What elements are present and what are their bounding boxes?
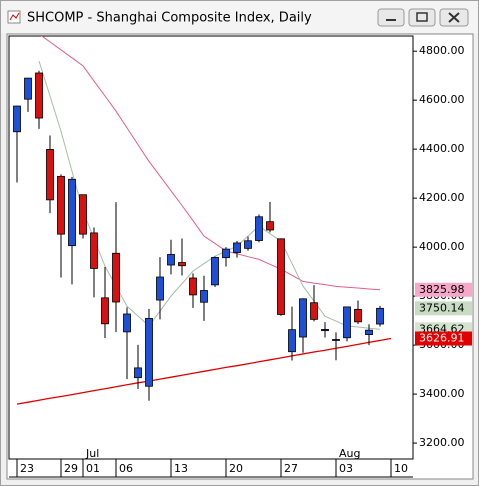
max-button[interactable]	[408, 8, 436, 27]
overlay-line	[40, 36, 381, 291]
y-tick-label: 3400.00	[419, 387, 465, 400]
price-tag: 3626.91	[419, 332, 465, 345]
price-tag-bg	[415, 282, 472, 297]
price-tag-bg	[415, 301, 472, 316]
x-tick-label: 23	[20, 462, 34, 475]
app-icon-graph	[9, 12, 20, 21]
candle-body	[156, 276, 164, 301]
candle-body	[145, 318, 153, 387]
candle-body	[178, 262, 186, 267]
candle-body	[189, 277, 197, 296]
x-tick-label: 29	[64, 462, 78, 475]
x-tick-label: 01	[86, 462, 100, 475]
app-icon	[7, 10, 21, 24]
candle-body	[167, 254, 175, 266]
candle-body	[233, 242, 241, 253]
overlay-line	[16, 337, 392, 405]
candle-body	[288, 329, 296, 353]
candle-body	[244, 240, 252, 249]
x-tick-label: 27	[284, 462, 298, 475]
candle-body	[123, 313, 131, 333]
plot-layer	[13, 36, 392, 405]
candle-body	[46, 149, 54, 201]
y-tick-label: 4200.00	[419, 191, 465, 204]
candle-body	[365, 329, 373, 335]
candle-body	[332, 339, 340, 341]
candle-body	[90, 232, 98, 269]
candle-body	[255, 216, 263, 241]
y-tick-label: 4000.00	[419, 240, 465, 253]
candle-body	[24, 77, 32, 100]
candle-body	[266, 221, 274, 231]
close-button[interactable]	[439, 8, 469, 27]
x-tick-label: 10	[394, 462, 408, 475]
candle-body	[321, 329, 329, 332]
candle-body	[354, 308, 362, 323]
candle-body	[101, 297, 109, 325]
candle-body	[343, 306, 351, 339]
price-tag: 3825.98	[419, 283, 465, 296]
plot-area	[8, 35, 414, 460]
y-tick-label: 3200.00	[419, 436, 465, 449]
x-tick-label: 06	[119, 462, 133, 475]
y-tick-label: 4800.00	[419, 44, 465, 57]
candle-body	[200, 290, 208, 303]
x-tick-label: 13	[174, 462, 188, 475]
candle-body	[376, 307, 384, 325]
x-tick-label: 03	[339, 462, 353, 475]
candle-body	[277, 238, 285, 315]
x-tick-label: 20	[229, 462, 243, 475]
candle-body	[211, 257, 219, 286]
month-label: Jul	[85, 447, 99, 460]
candle-body	[13, 105, 21, 133]
month-label: Aug	[339, 447, 360, 460]
window-title: SHCOMP - Shanghai Composite Index, Daily	[27, 11, 312, 26]
min-button[interactable]	[377, 8, 405, 27]
candle-body	[112, 252, 120, 303]
price-tag: 3750.14	[419, 301, 465, 314]
candle-body	[79, 194, 87, 235]
candle-body	[222, 248, 230, 259]
y-tick-label: 4400.00	[419, 142, 465, 155]
candle-body	[57, 175, 65, 235]
candle-body	[310, 302, 318, 320]
candle-body	[134, 367, 142, 379]
y-tick-label: 4600.00	[419, 93, 465, 106]
price-tag-bg	[415, 331, 472, 346]
candle-body	[299, 298, 307, 338]
candle-body	[68, 178, 76, 247]
candle-body	[35, 72, 43, 119]
